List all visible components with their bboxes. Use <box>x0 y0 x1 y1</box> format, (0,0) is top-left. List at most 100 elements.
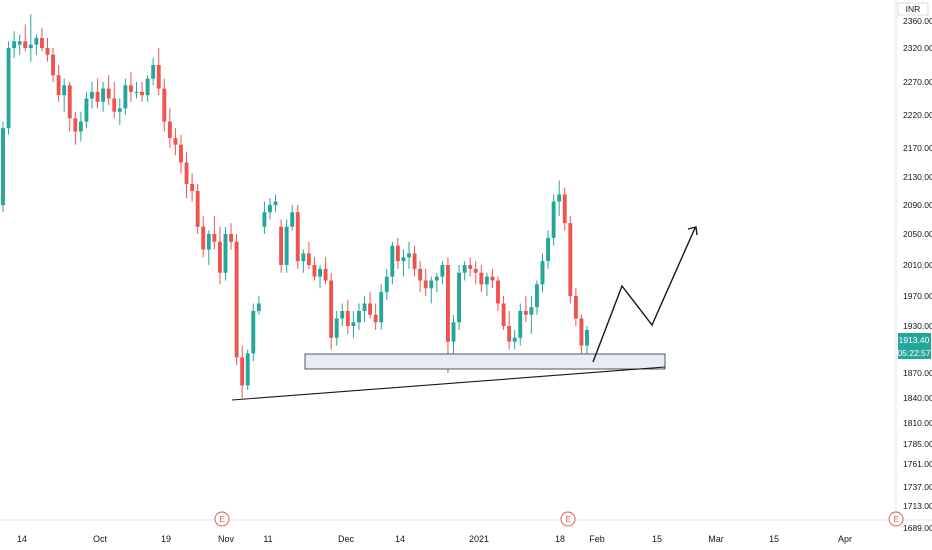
candle-body <box>468 265 473 269</box>
candle <box>412 245 417 277</box>
price-tick-label: 2270.00 <box>903 77 932 87</box>
projection-path[interactable] <box>592 227 696 363</box>
candle-body <box>268 205 272 213</box>
candle-body <box>95 91 100 102</box>
candle <box>95 78 100 109</box>
candle-body <box>101 88 106 102</box>
candle <box>379 284 384 330</box>
candle <box>357 303 361 330</box>
candle-body <box>379 292 384 323</box>
time-tick-label: Oct <box>93 534 108 544</box>
candle-body <box>568 223 573 296</box>
candle-body <box>484 276 489 285</box>
candle-body <box>223 234 228 273</box>
candle <box>462 261 467 281</box>
candle-body <box>173 138 178 145</box>
candle-body <box>357 311 361 323</box>
candle-body <box>540 261 545 285</box>
candle-body <box>1 128 5 205</box>
candle <box>268 198 272 220</box>
earnings-marker[interactable]: E <box>560 511 576 527</box>
candle <box>318 265 322 289</box>
time-tick-label: Nov <box>218 534 235 544</box>
last-price-label: 1913.40 <box>899 335 930 345</box>
candle-body <box>440 265 445 277</box>
currency-label: INR <box>906 4 921 14</box>
candle <box>140 82 144 102</box>
candle <box>323 257 328 285</box>
currency-box <box>897 2 929 16</box>
candle <box>551 194 556 246</box>
candle <box>568 215 573 304</box>
candle-body <box>156 65 161 89</box>
earnings-marker[interactable]: E <box>888 511 904 527</box>
candle <box>229 223 233 250</box>
candle <box>473 261 478 285</box>
candle-body <box>512 337 517 342</box>
time-tick-label: Apr <box>838 534 852 544</box>
candle-body <box>362 303 367 311</box>
candle <box>184 151 189 198</box>
candle <box>345 299 350 334</box>
price-tick-label: 1737.00 <box>903 482 932 492</box>
candle <box>262 201 267 234</box>
candle <box>56 65 61 102</box>
candle <box>434 272 439 293</box>
price-axis-ticks: 2360.00 2320.00 2270.00 2220.00 2170.00 2130.… <box>903 16 932 533</box>
support-zone[interactable] <box>304 353 666 370</box>
candle <box>251 303 256 362</box>
candle-body <box>507 326 512 342</box>
trend-line[interactable] <box>231 366 666 401</box>
price-tick-label: 1840.00 <box>903 393 932 403</box>
candle <box>90 82 94 109</box>
candle <box>390 241 395 285</box>
time-tick-label: Feb <box>589 534 605 544</box>
candle-body <box>546 237 551 262</box>
earnings-marker[interactable]: E <box>214 511 230 527</box>
time-tick-label: 15 <box>769 534 779 544</box>
candle <box>501 296 506 330</box>
price-tick-label: 1785.00 <box>903 439 932 449</box>
candle <box>329 272 334 350</box>
candle <box>546 230 551 269</box>
svg-text:E: E <box>893 515 898 524</box>
candle-body <box>279 226 284 265</box>
candle-body <box>412 253 417 269</box>
candle-body <box>401 257 406 262</box>
candle <box>534 280 539 315</box>
candle-body <box>529 307 534 315</box>
candle-body <box>429 280 434 289</box>
candle-body <box>323 268 328 281</box>
candle-body <box>518 311 523 338</box>
candle <box>512 329 517 350</box>
candle-body <box>112 98 117 112</box>
candle-body <box>106 88 111 99</box>
candle <box>28 14 33 62</box>
candle-body <box>167 121 172 139</box>
candle <box>484 272 489 296</box>
candle-body <box>262 212 267 227</box>
candle-body <box>201 226 206 250</box>
svg-text:E: E <box>219 515 224 524</box>
candle-body <box>140 91 144 96</box>
candle-body <box>212 234 217 242</box>
candle-body <box>6 48 11 129</box>
candle-body <box>523 311 528 315</box>
candle <box>245 349 250 390</box>
candle <box>401 249 406 277</box>
candle-body <box>117 108 122 112</box>
candle <box>128 71 133 102</box>
candle <box>440 261 445 285</box>
candle <box>117 98 122 125</box>
candle-body <box>290 212 295 227</box>
candle-body <box>451 322 456 342</box>
candle <box>179 134 183 174</box>
candle-body <box>229 234 233 242</box>
candle-body <box>56 75 61 96</box>
candle-body <box>585 329 589 346</box>
candle-body <box>368 303 373 315</box>
candle <box>273 194 278 213</box>
candle-body <box>17 41 22 45</box>
candle <box>334 311 339 346</box>
